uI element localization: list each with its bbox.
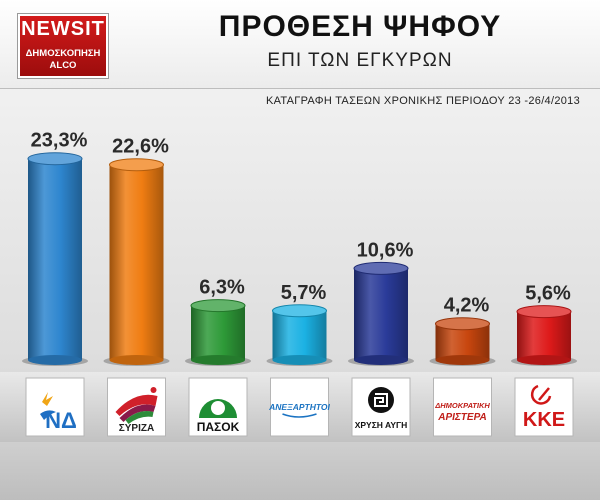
newsit-logo: NEWSIT ΔΗΜΟΣΚΟΠΗΣΗ ALCO [18, 14, 108, 78]
bar-top-cap [27, 152, 83, 166]
bar-base [272, 355, 327, 365]
value-label: 22,6% [112, 136, 169, 158]
bar-base [435, 355, 490, 365]
value-label: 5,6% [525, 283, 571, 305]
logo-pollster: ALCO [49, 60, 77, 71]
chart-title: ΠΡΟΘΕΣΗ ΨΗΦΟΥ [218, 10, 502, 43]
bar-top-cap [190, 299, 246, 313]
logo-brand: NEWSIT [21, 18, 105, 40]
floor [0, 442, 600, 500]
party-logo-text: ΝΔ [45, 408, 77, 433]
meander-path-icon [374, 393, 388, 407]
torch-icon [42, 392, 53, 406]
bar-top-cap [109, 158, 164, 172]
flag-icon [125, 411, 154, 424]
swoosh-icon [282, 413, 317, 418]
value-label: 23,3% [31, 130, 88, 152]
bar-3 [191, 305, 245, 360]
flag-icon [119, 404, 156, 422]
party-logo-box [25, 377, 85, 437]
value-label: 10,6% [357, 239, 414, 261]
party-logo-text: ΚΚΕ [523, 409, 565, 431]
bar-base [109, 355, 164, 365]
party-logo-box [514, 377, 574, 437]
header: NEWSIT ΔΗΜΟΣΚΟΠΗΣΗ ALCO ΠΡΟΘΕΣΗ ΨΗΦΟΥ ΕΠ… [0, 0, 600, 89]
value-label: 6,3% [199, 277, 245, 299]
bar-base [28, 355, 82, 365]
bar-base [191, 355, 245, 365]
party-logo-text: ΠΑΣΟΚ [197, 420, 240, 434]
bar-7 [517, 311, 571, 360]
bar-top-cap [435, 317, 490, 331]
party-logo-box [270, 377, 329, 437]
party-logo-text: ΑΡΙΣΤΕΡΑ [437, 412, 487, 423]
sickle-icon [530, 384, 552, 405]
chart-subtitle: ΕΠΙ ΤΩΝ ΕΓΚΥΡΩΝ [267, 50, 453, 71]
logo-subtitle: ΔΗΜΟΣΚΟΠΗΣΗ [25, 48, 101, 59]
bar-top-cap [516, 305, 572, 319]
meander-icon [368, 387, 394, 413]
hammer-icon [538, 387, 550, 401]
party-logo-text: ΣΥΡΙΖΑ [119, 423, 154, 434]
star-icon [150, 387, 157, 393]
sun-core-icon [211, 401, 225, 415]
party-logo-text: ΧΡΥΣΗ ΑΥΓΗ [355, 420, 408, 430]
party-logo-text: ΔΗΜΟΚΡΑΤΙΚΗ [434, 401, 490, 410]
bar-base [354, 355, 408, 365]
bar-1 [28, 158, 82, 360]
bar-4 [272, 310, 327, 360]
value-label: 5,7% [281, 282, 327, 304]
wave-icon [40, 410, 56, 420]
bar-2 [109, 164, 164, 360]
survey-period: ΚΑΤΑΓΡΑΦΗ ΤΑΣΕΩΝ ΧΡΟΝΙΚΗΣ ΠΕΡΙΟΔΟΥ 23 -2… [265, 95, 580, 107]
party-logo-text: ΑΝΕΞΑΡΤΗΤΟΙ [268, 402, 330, 412]
party-logo-box [433, 377, 492, 437]
bar-base [517, 355, 571, 365]
bar-top-cap [353, 261, 409, 275]
bar-5 [354, 268, 408, 360]
flag-icon [115, 394, 158, 416]
bar-top-cap [272, 304, 327, 318]
value-label: 4,2% [444, 295, 490, 317]
